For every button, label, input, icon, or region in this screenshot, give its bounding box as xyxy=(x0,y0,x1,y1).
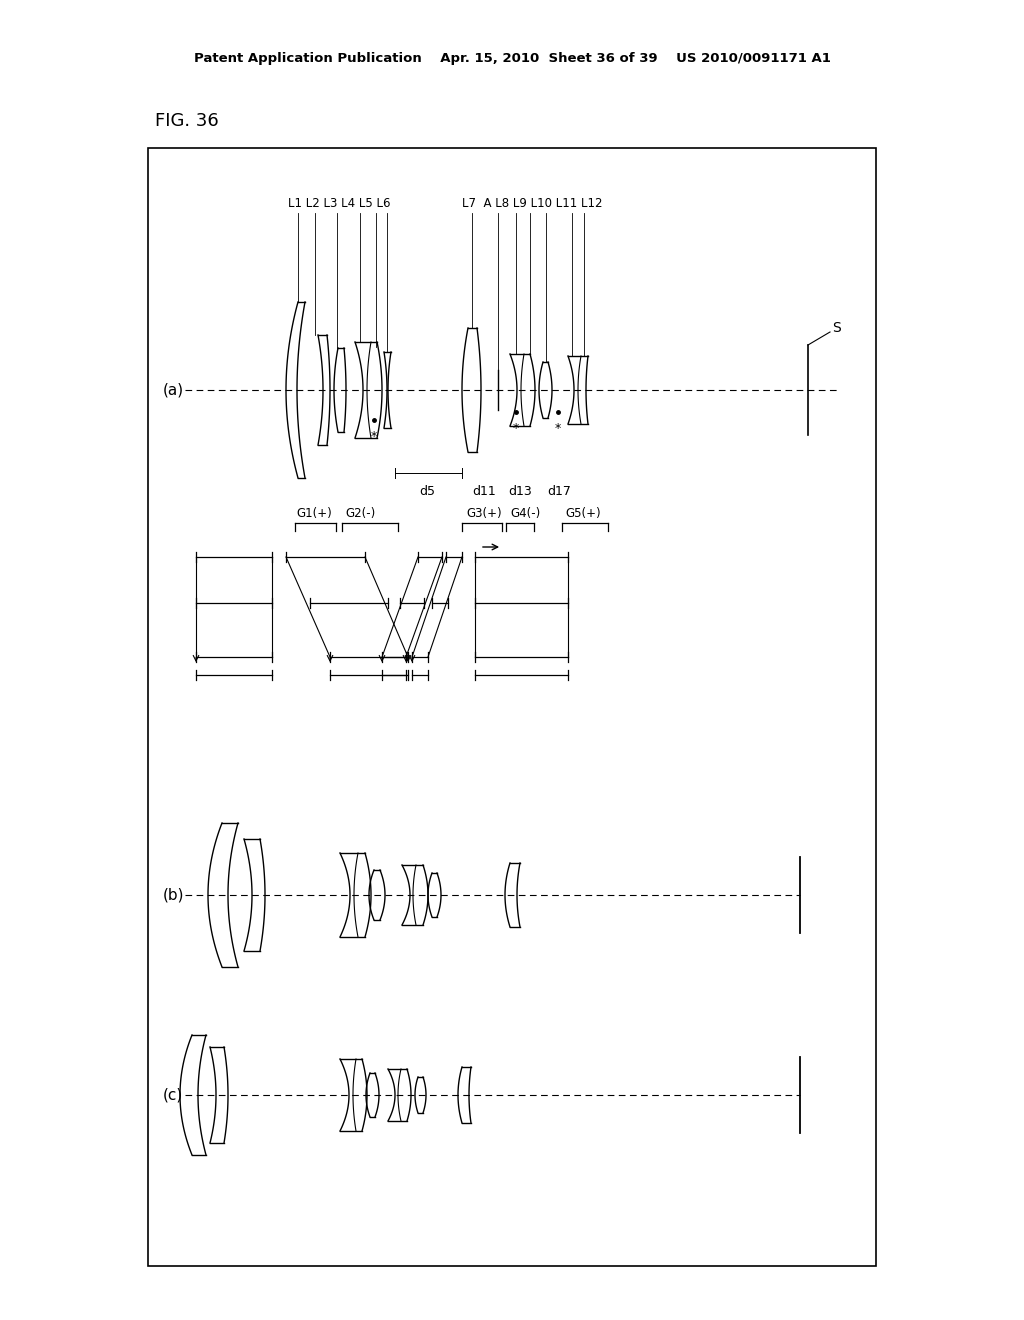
Text: G2(-): G2(-) xyxy=(345,507,375,520)
Text: *: * xyxy=(555,422,561,436)
Text: (b): (b) xyxy=(163,887,184,903)
Text: *: * xyxy=(513,422,519,436)
Text: Patent Application Publication    Apr. 15, 2010  Sheet 36 of 39    US 2010/00911: Patent Application Publication Apr. 15, … xyxy=(194,51,830,65)
Text: G3(+): G3(+) xyxy=(466,507,502,520)
Text: d5: d5 xyxy=(419,484,435,498)
Text: G4(-): G4(-) xyxy=(510,507,541,520)
Text: (a): (a) xyxy=(163,383,184,397)
Text: L7  A L8 L9 L10 L11 L12: L7 A L8 L9 L10 L11 L12 xyxy=(462,197,602,210)
Text: G1(+): G1(+) xyxy=(296,507,332,520)
Text: (c): (c) xyxy=(163,1088,183,1102)
Text: G5(+): G5(+) xyxy=(565,507,601,520)
Bar xyxy=(148,148,876,1266)
Text: *: * xyxy=(371,430,377,444)
Text: d13: d13 xyxy=(508,484,531,498)
Text: FIG. 36: FIG. 36 xyxy=(155,112,219,129)
Text: d17: d17 xyxy=(547,484,571,498)
Text: S: S xyxy=(831,321,841,335)
Text: d11: d11 xyxy=(472,484,496,498)
Text: L1 L2 L3 L4 L5 L6: L1 L2 L3 L4 L5 L6 xyxy=(288,197,390,210)
